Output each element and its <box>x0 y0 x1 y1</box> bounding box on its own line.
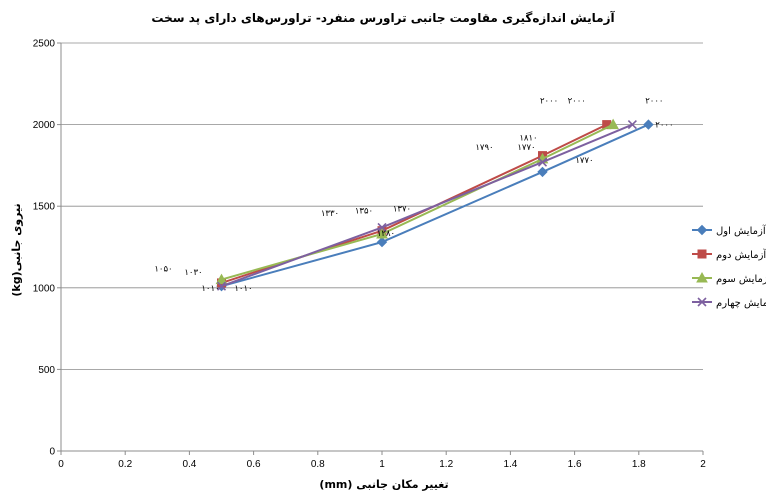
series-4 <box>216 120 637 291</box>
x-tick-label: 1.2 <box>439 459 453 470</box>
series-line <box>221 123 608 284</box>
data-label: ۱۳۳۰ <box>321 209 339 219</box>
legend-item: آزمایش دوم <box>692 248 766 261</box>
data-label: ۱۷۹۰ <box>475 143 493 153</box>
y-tick-label: 500 <box>38 365 55 376</box>
series-line <box>221 123 633 288</box>
series-layer <box>215 118 654 292</box>
x-tick-label: 1.4 <box>503 459 517 470</box>
legend: آزمایش اول آزمایش دوم آزمایش سوم آزمایش چها… <box>692 224 766 309</box>
y-tick-label: 0 <box>49 447 55 458</box>
x-tick-label: 1.6 <box>568 459 582 470</box>
x-axis-label: تغییر مکان جانبی (mm) <box>319 478 448 491</box>
data-label: ۱۰۵۰ <box>154 265 172 275</box>
chart-title: آزمایش اندازه‌گیری مقاومت جانبی تراورس م… <box>151 10 615 26</box>
data-label: ۱۳۷۰ <box>393 204 411 214</box>
data-point <box>697 249 707 259</box>
data-label: ۱۳۵۰ <box>355 207 373 217</box>
data-point <box>607 118 619 130</box>
data-point <box>696 224 708 236</box>
data-label: ۱۲۸۰ <box>377 229 395 239</box>
data-labels: ۱۰۱۰ ۱۲۸۰ ۱۷۷۰ ۲۰۰۰ ۱۰۳۰ ۱۳۵۰ ۱۸۱۰ ۲۰۰۰ ۱۰۵۰ ۱۳۳۰… <box>154 97 673 295</box>
data-point <box>643 119 654 130</box>
y-tick-label: 1500 <box>33 202 56 213</box>
legend-label: آزمایش اول <box>716 224 766 237</box>
data-label: ۱۰۳۰ <box>184 268 202 278</box>
x-tick-label: 1.8 <box>632 459 646 470</box>
data-label: ۱۰۱۰ <box>234 284 252 294</box>
x-tick-label: 0 <box>58 459 64 470</box>
data-point <box>216 281 227 291</box>
legend-item: آزمایش اول <box>692 224 766 237</box>
data-point <box>697 297 707 307</box>
legend-label: آزمایش دوم <box>716 248 766 261</box>
series-3 <box>215 118 619 285</box>
legend-label: آزمایش سوم <box>716 272 766 285</box>
legend-item: آزمایش سوم <box>692 271 766 285</box>
x-tick-label: 0.8 <box>311 459 325 470</box>
legend-item: آزمایش چهارم <box>692 296 766 309</box>
x-tick-label: 2 <box>700 459 706 470</box>
data-label: ۲۰۰۰ <box>645 97 663 107</box>
grid <box>61 42 703 370</box>
series-line <box>221 123 649 288</box>
y-tick-label: 1000 <box>33 283 56 294</box>
data-label: ۱۷۷۰ <box>517 143 535 153</box>
data-point <box>376 236 388 248</box>
data-point <box>376 227 388 239</box>
series-2 <box>217 120 612 288</box>
x-tick-label: 1 <box>379 459 385 470</box>
data-point <box>537 157 548 167</box>
data-label: ۱۸۱۰ <box>519 134 537 144</box>
x-tick-label: 0.6 <box>247 459 261 470</box>
x-tick-label: 0.4 <box>182 459 196 470</box>
data-label: ۲۰۰۰ <box>540 97 558 107</box>
axes: 0 500 1000 1500 2000 2500 0 0.2 0.4 0.6 0.8 1 1.2 1.4… <box>33 39 706 471</box>
data-label: ۱۷۷۰ <box>575 156 593 166</box>
x-tick-label: 0.2 <box>118 459 132 470</box>
data-point <box>627 120 637 130</box>
y-tick-label: 2000 <box>33 120 56 131</box>
data-point <box>696 271 708 283</box>
legend-label: آزمایش چهارم <box>716 296 766 309</box>
data-point <box>537 166 548 178</box>
series-line <box>221 123 614 281</box>
data-point <box>215 273 228 285</box>
y-axis-label: نیروی جانبی(kg) <box>10 203 23 296</box>
data-label: ۱۰۱۰ <box>201 284 219 294</box>
data-point <box>377 222 387 232</box>
y-tick-label: 2500 <box>33 39 56 50</box>
data-label: ۲۰۰۰ <box>568 97 586 107</box>
data-label: ۲۰۰۰ <box>655 121 673 131</box>
